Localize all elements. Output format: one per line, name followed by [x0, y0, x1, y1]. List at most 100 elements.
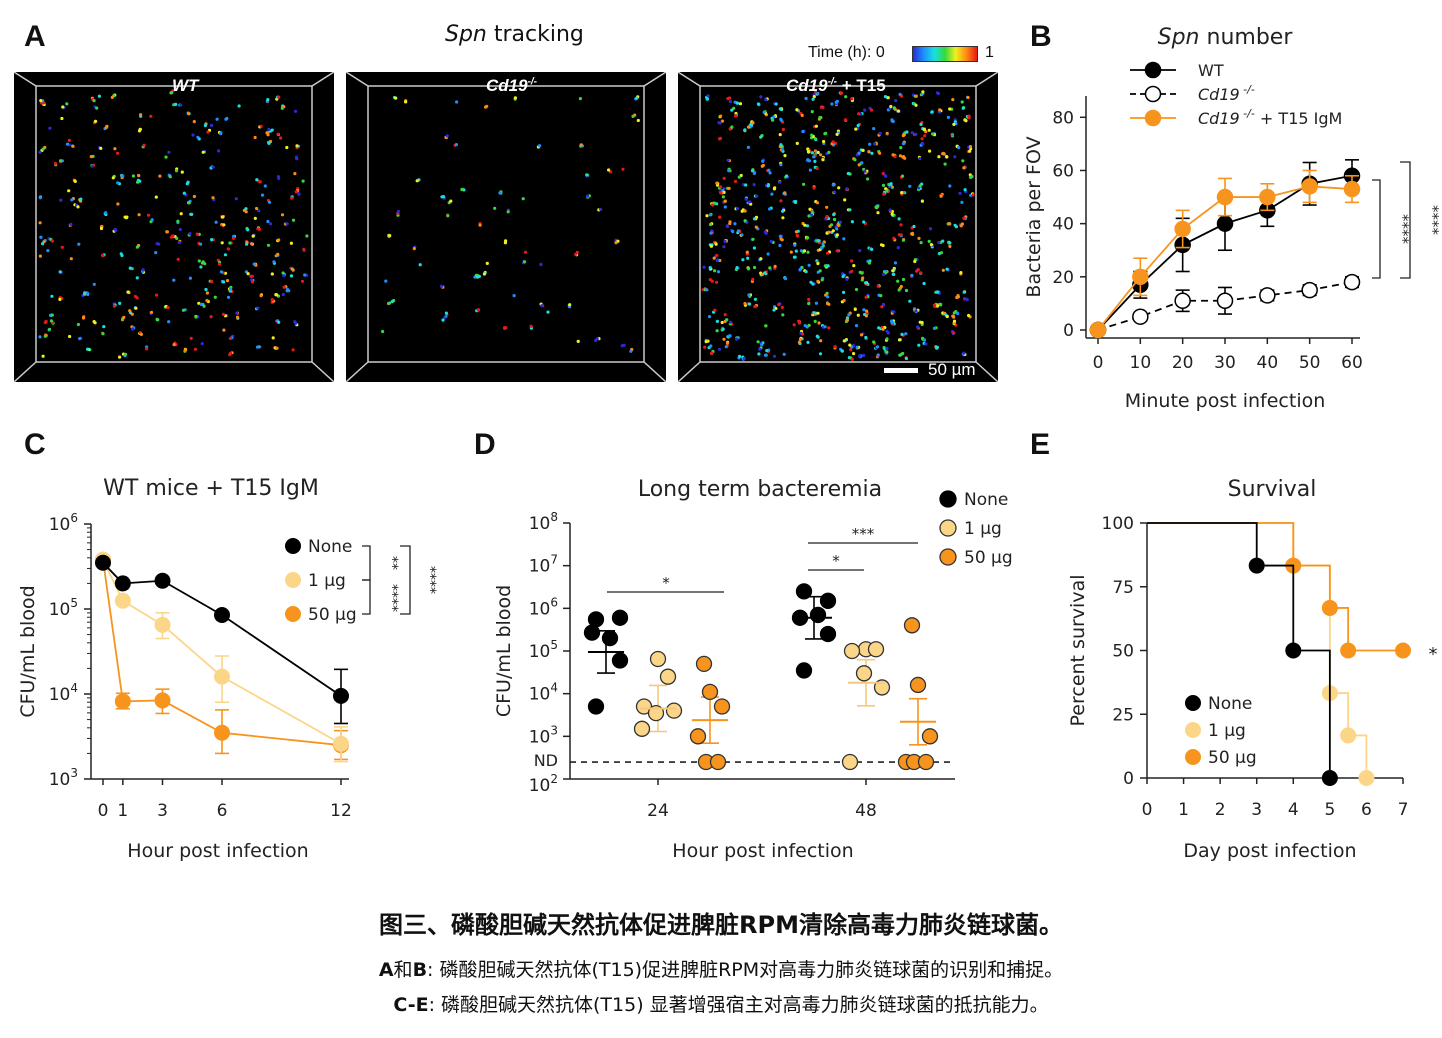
e-x-tick-label: 6 [1361, 800, 1372, 820]
bacterium-track-dot [244, 207, 248, 211]
bacterium-track-dot [943, 162, 947, 166]
bacterium-track-dot [815, 201, 820, 205]
bacterium-track-dot [921, 90, 925, 94]
bacterium-track-dot [737, 229, 741, 233]
bacterium-track-dot [723, 199, 727, 203]
bacterium-track-dot [948, 241, 952, 245]
bacterium-track-dot [710, 351, 714, 355]
c-y-tick-label: 103 [49, 766, 78, 790]
bacterium-track-dot [852, 352, 856, 356]
bacterium-track-dot [272, 260, 276, 264]
bacterium-track-dot [892, 236, 896, 240]
panel-letter-a: A [24, 20, 46, 53]
bacterium-track-dot [41, 147, 45, 151]
bacterium-track-dot [218, 262, 222, 266]
b-y-axis-label: Bacteria per FOV [1023, 136, 1045, 297]
caption-line1-bold-a: A [378, 959, 394, 981]
bacterium-track-dot [800, 332, 805, 336]
bacterium-track-dot [779, 163, 783, 167]
bacterium-track-dot [523, 260, 527, 264]
bacterium-track-dot [138, 127, 142, 131]
c-sig-bracket [362, 579, 371, 615]
bacterium-track-dot [276, 175, 280, 179]
bacterium-track-dot [890, 321, 894, 325]
bacterium-track-dot [814, 311, 818, 315]
bacterium-track-dot [961, 159, 965, 163]
d-data-point [917, 753, 935, 771]
bacterium-track-dot [135, 245, 139, 249]
bacterium-track-dot [99, 226, 104, 231]
bacterium-track-dot [813, 319, 817, 323]
scale-bar-label: 50 µm [928, 360, 976, 379]
bacterium-track-dot [868, 142, 872, 146]
bacterium-track-dot [579, 143, 583, 147]
bacterium-track-dot [842, 237, 846, 241]
bacterium-track-dot [891, 119, 895, 124]
bacterium-track-dot [937, 155, 941, 159]
bacterium-track-dot [810, 151, 814, 155]
bacterium-track-dot [454, 143, 458, 147]
bacterium-track-dot [789, 250, 793, 254]
bacterium-track-dot [927, 239, 931, 243]
e-x-tick-label: 3 [1251, 800, 1262, 820]
bacterium-track-dot [297, 192, 301, 196]
bacterium-track-dot [121, 174, 125, 178]
bacterium-track-dot [866, 177, 870, 181]
bacterium-track-dot [747, 302, 752, 306]
bacterium-track-dot [210, 238, 214, 242]
bacterium-track-dot [139, 332, 143, 336]
bacterium-track-dot [539, 262, 543, 267]
bacterium-track-dot [812, 186, 816, 190]
bacterium-track-dot [884, 174, 888, 178]
bacterium-track-dot [76, 322, 80, 327]
bacterium-track-dot [854, 324, 859, 328]
bacterium-track-dot [754, 225, 758, 229]
micro-frame-edge [13, 71, 37, 87]
b-x-tick-label: 30 [1214, 353, 1236, 373]
bacterium-track-dot [441, 318, 445, 322]
bacterium-track-dot [751, 277, 755, 281]
bacterium-track-dot [718, 215, 722, 219]
bacterium-track-dot [175, 236, 179, 240]
bacterium-track-dot [861, 276, 865, 280]
d-data-point [809, 606, 827, 624]
bacterium-track-dot [830, 102, 834, 106]
bacterium-track-dot [774, 102, 778, 106]
bacterium-track-dot [250, 242, 254, 246]
micro-frame-edge [677, 361, 701, 383]
bacterium-track-dot [962, 216, 966, 220]
bacterium-track-dot [795, 141, 799, 145]
bacterium-track-dot [135, 276, 139, 280]
bacterium-track-dot [179, 212, 183, 216]
d-data-point [909, 676, 927, 694]
bacterium-track-dot [968, 149, 972, 153]
bacterium-track-dot [112, 304, 116, 308]
d-data-point [709, 753, 727, 771]
bacterium-track-dot [180, 170, 184, 174]
bacterium-track-dot [460, 187, 464, 192]
b-title: Spn number [1158, 25, 1294, 50]
bacterium-track-dot [404, 100, 408, 104]
bacterium-track-dot [743, 209, 747, 213]
bacterium-track-dot [512, 294, 516, 298]
bacterium-track-dot [186, 112, 191, 116]
bacterium-track-dot [705, 288, 709, 292]
bacterium-track-dot [816, 335, 820, 339]
bacterium-track-dot [819, 153, 823, 157]
bacterium-track-dot [807, 323, 811, 327]
bacterium-track-dot [818, 269, 822, 273]
bacterium-track-dot [267, 141, 271, 145]
bacterium-track-dot [61, 105, 65, 109]
bacterium-track-dot [155, 293, 159, 297]
d-data-point [695, 655, 713, 672]
bacterium-track-dot [704, 340, 708, 344]
bacterium-track-dot [277, 238, 281, 242]
bacterium-track-dot [845, 277, 849, 281]
d-data-point [713, 698, 731, 715]
bacterium-track-dot [203, 123, 207, 128]
c-sig-bracket [400, 545, 411, 615]
bacterium-track-dot [176, 257, 180, 261]
bacterium-track-dot [841, 274, 845, 279]
bacterium-track-dot [879, 294, 883, 298]
micro-frame-edge [643, 71, 667, 87]
